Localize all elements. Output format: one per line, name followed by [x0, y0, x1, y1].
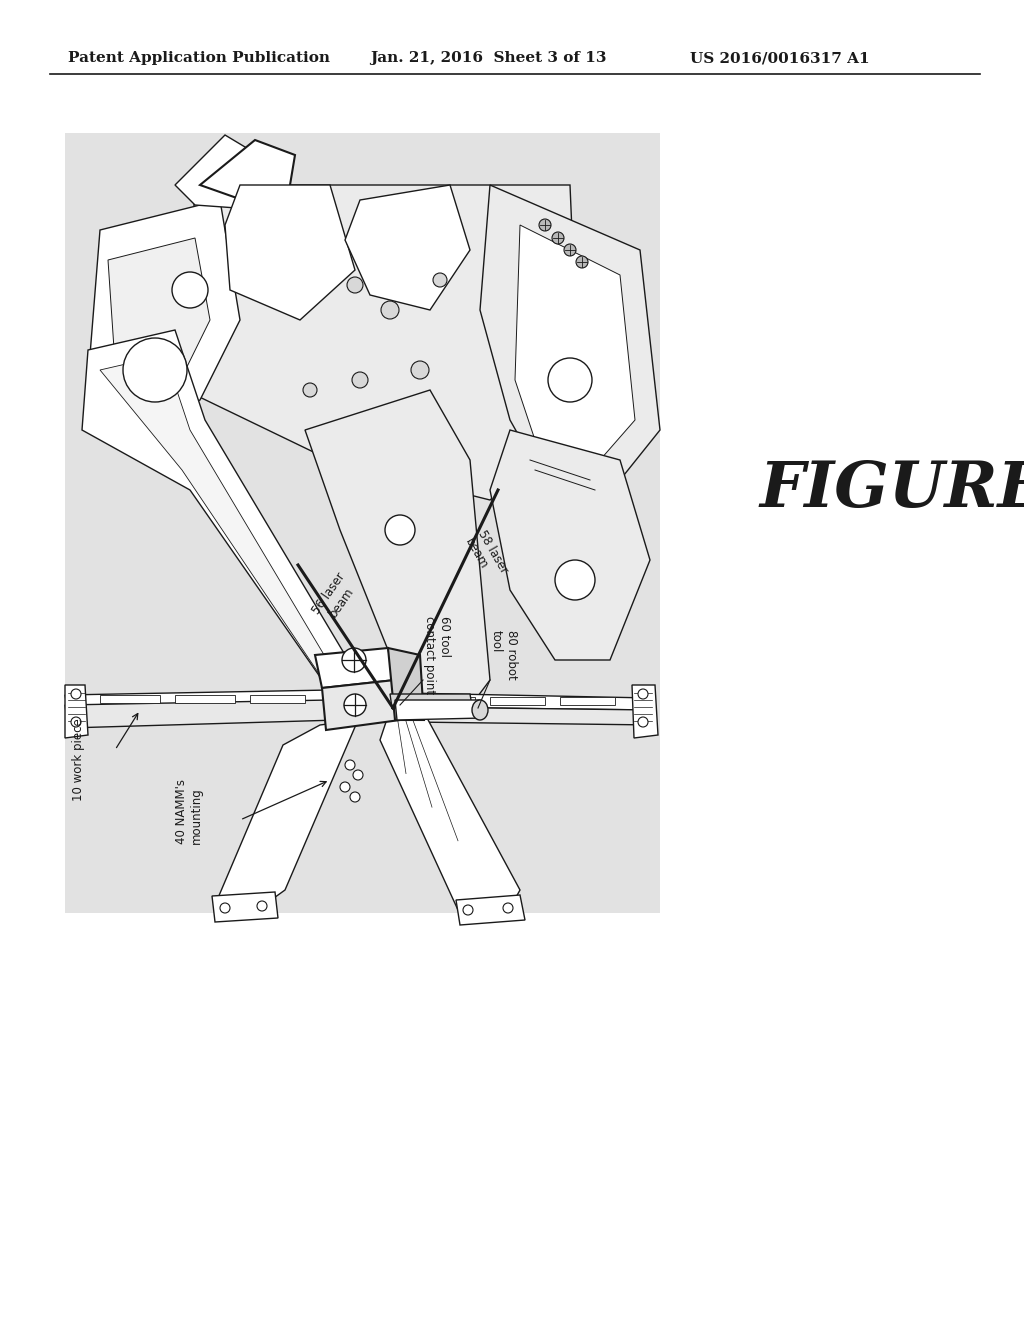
Circle shape: [503, 903, 513, 913]
Circle shape: [257, 902, 267, 911]
Circle shape: [353, 770, 362, 780]
Polygon shape: [200, 140, 295, 215]
Polygon shape: [345, 185, 470, 310]
Polygon shape: [390, 694, 472, 708]
Circle shape: [381, 301, 399, 319]
Circle shape: [123, 338, 187, 403]
Text: FIGURE 3: FIGURE 3: [760, 459, 1024, 521]
Circle shape: [347, 277, 362, 293]
Circle shape: [220, 903, 230, 913]
Polygon shape: [65, 685, 88, 738]
Circle shape: [340, 781, 350, 792]
Polygon shape: [490, 430, 650, 660]
Circle shape: [548, 358, 592, 403]
Circle shape: [539, 219, 551, 231]
Text: US 2016/0016317 A1: US 2016/0016317 A1: [690, 51, 869, 65]
Circle shape: [303, 383, 317, 397]
Circle shape: [71, 689, 81, 700]
Circle shape: [172, 272, 208, 308]
Polygon shape: [175, 696, 234, 704]
Polygon shape: [456, 895, 525, 925]
Text: 40 NAMM's
mounting: 40 NAMM's mounting: [175, 780, 203, 845]
Polygon shape: [515, 224, 635, 470]
Polygon shape: [322, 680, 400, 730]
Text: 56 laser
beam: 56 laser beam: [310, 570, 360, 626]
Ellipse shape: [472, 700, 488, 719]
Polygon shape: [108, 238, 210, 408]
Polygon shape: [65, 690, 335, 711]
Bar: [65, 133, 660, 913]
Circle shape: [350, 792, 360, 803]
Polygon shape: [100, 696, 160, 704]
Polygon shape: [175, 135, 275, 210]
Circle shape: [352, 372, 368, 388]
Polygon shape: [560, 697, 615, 705]
Polygon shape: [380, 705, 520, 909]
Polygon shape: [480, 185, 660, 500]
Circle shape: [638, 717, 648, 727]
Text: 80 robot
tool: 80 robot tool: [490, 630, 518, 680]
Polygon shape: [406, 693, 652, 710]
Circle shape: [552, 232, 564, 244]
Circle shape: [344, 694, 366, 715]
Circle shape: [385, 515, 415, 545]
Circle shape: [71, 717, 81, 727]
Polygon shape: [215, 719, 358, 908]
Text: 60 tool
contact point: 60 tool contact point: [423, 616, 451, 694]
Polygon shape: [395, 700, 483, 719]
Polygon shape: [65, 700, 338, 729]
Polygon shape: [82, 330, 360, 719]
Polygon shape: [408, 708, 655, 725]
Polygon shape: [100, 355, 345, 705]
Polygon shape: [490, 697, 545, 705]
Circle shape: [564, 244, 575, 256]
Circle shape: [555, 560, 595, 601]
Circle shape: [411, 360, 429, 379]
Text: Jan. 21, 2016  Sheet 3 of 13: Jan. 21, 2016 Sheet 3 of 13: [370, 51, 606, 65]
Circle shape: [575, 256, 588, 268]
Polygon shape: [632, 685, 658, 738]
Text: Patent Application Publication: Patent Application Publication: [68, 51, 330, 65]
Polygon shape: [212, 892, 278, 921]
Circle shape: [345, 760, 355, 770]
Polygon shape: [425, 697, 475, 705]
Polygon shape: [388, 648, 424, 719]
Polygon shape: [315, 648, 395, 688]
Polygon shape: [225, 185, 355, 319]
Polygon shape: [250, 696, 305, 704]
Circle shape: [433, 273, 447, 286]
Circle shape: [342, 648, 366, 672]
Circle shape: [463, 906, 473, 915]
Polygon shape: [185, 185, 580, 500]
Text: 58 laser
beam: 58 laser beam: [462, 528, 510, 583]
Polygon shape: [305, 389, 490, 719]
Polygon shape: [88, 201, 240, 430]
Circle shape: [638, 689, 648, 700]
Text: 10 work piece: 10 work piece: [72, 718, 85, 801]
